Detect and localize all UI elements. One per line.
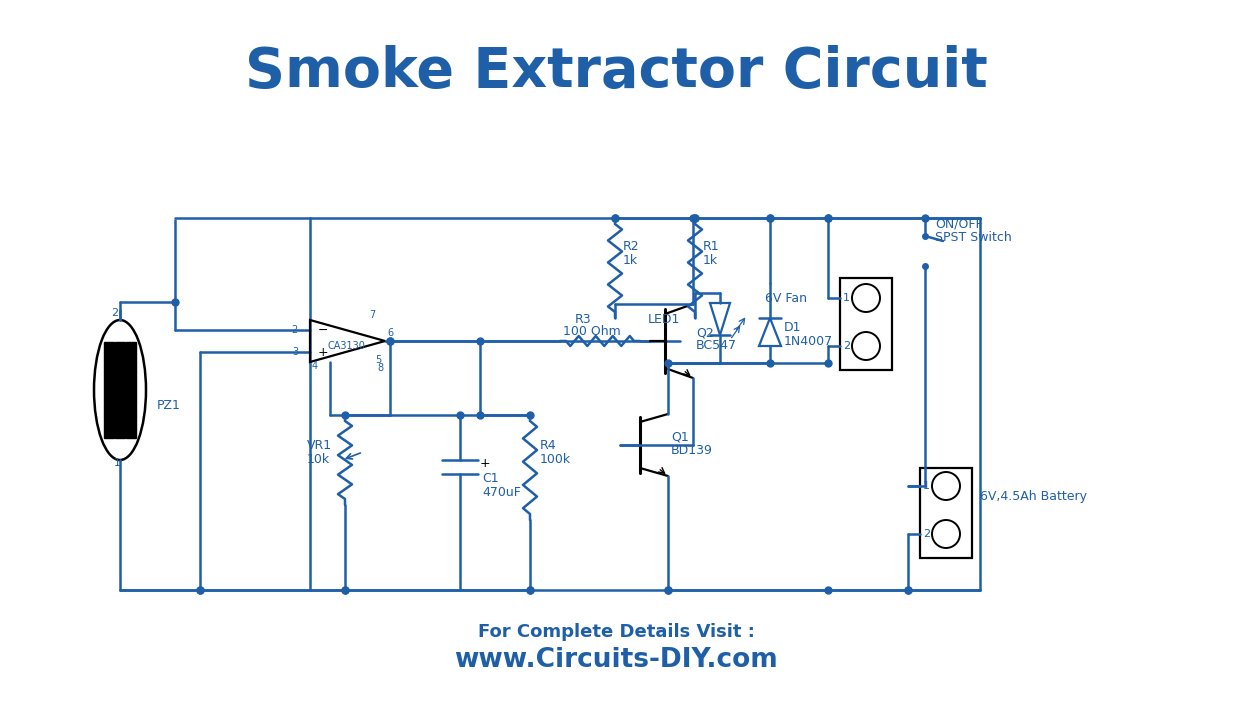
Text: 2: 2 [924, 529, 930, 539]
Text: 10k: 10k [307, 453, 330, 465]
Text: 2: 2 [111, 308, 118, 318]
Text: 3: 3 [292, 347, 298, 357]
Text: LED1: LED1 [647, 312, 681, 325]
Text: R4: R4 [540, 438, 556, 451]
Text: 1k: 1k [703, 254, 718, 267]
Text: CA3130: CA3130 [328, 341, 366, 351]
Text: 100k: 100k [540, 453, 571, 465]
Text: BC547: BC547 [695, 338, 737, 352]
Text: R2: R2 [623, 240, 640, 252]
Text: www.Circuits-DIY.com: www.Circuits-DIY.com [454, 647, 778, 673]
Text: SPST Switch: SPST Switch [935, 230, 1012, 244]
Bar [126, 342, 136, 438]
Text: 2: 2 [843, 341, 850, 351]
Text: R1: R1 [703, 240, 720, 252]
Bar [920, 468, 972, 558]
Text: 6V Fan: 6V Fan [764, 292, 808, 305]
Text: 6V,4.5Ah Battery: 6V,4.5Ah Battery [980, 490, 1088, 503]
Text: Q2: Q2 [695, 327, 714, 340]
Text: For Complete Details Visit :: For Complete Details Visit : [477, 623, 755, 641]
Text: 8: 8 [377, 363, 383, 373]
Text: 7: 7 [369, 310, 375, 320]
Text: 1N4007: 1N4007 [784, 335, 834, 347]
Text: −: − [318, 323, 328, 337]
Text: ON/OFF: ON/OFF [935, 217, 983, 230]
Text: +: + [480, 456, 491, 470]
Text: R3: R3 [575, 312, 592, 325]
Text: 1: 1 [843, 293, 850, 303]
Text: 4: 4 [312, 361, 318, 371]
Text: +: + [318, 345, 329, 358]
Text: 470uF: 470uF [482, 485, 520, 498]
Text: 6: 6 [387, 328, 393, 338]
Bar [115, 342, 125, 438]
Text: 1: 1 [924, 481, 930, 491]
Text: C1: C1 [482, 471, 498, 485]
Text: BD139: BD139 [671, 443, 713, 456]
Bar [104, 342, 113, 438]
Text: 2: 2 [292, 325, 298, 335]
Text: 100 Ohm: 100 Ohm [563, 325, 620, 337]
Text: 5: 5 [375, 355, 381, 365]
Text: 1: 1 [113, 458, 121, 468]
Text: Q1: Q1 [671, 430, 689, 443]
Text: 1k: 1k [623, 254, 639, 267]
Text: Smoke Extractor Circuit: Smoke Extractor Circuit [244, 45, 988, 99]
Text: VR1: VR1 [307, 438, 332, 451]
Bar [840, 278, 891, 370]
Text: D1: D1 [784, 320, 801, 333]
Text: PZ1: PZ1 [157, 398, 181, 412]
